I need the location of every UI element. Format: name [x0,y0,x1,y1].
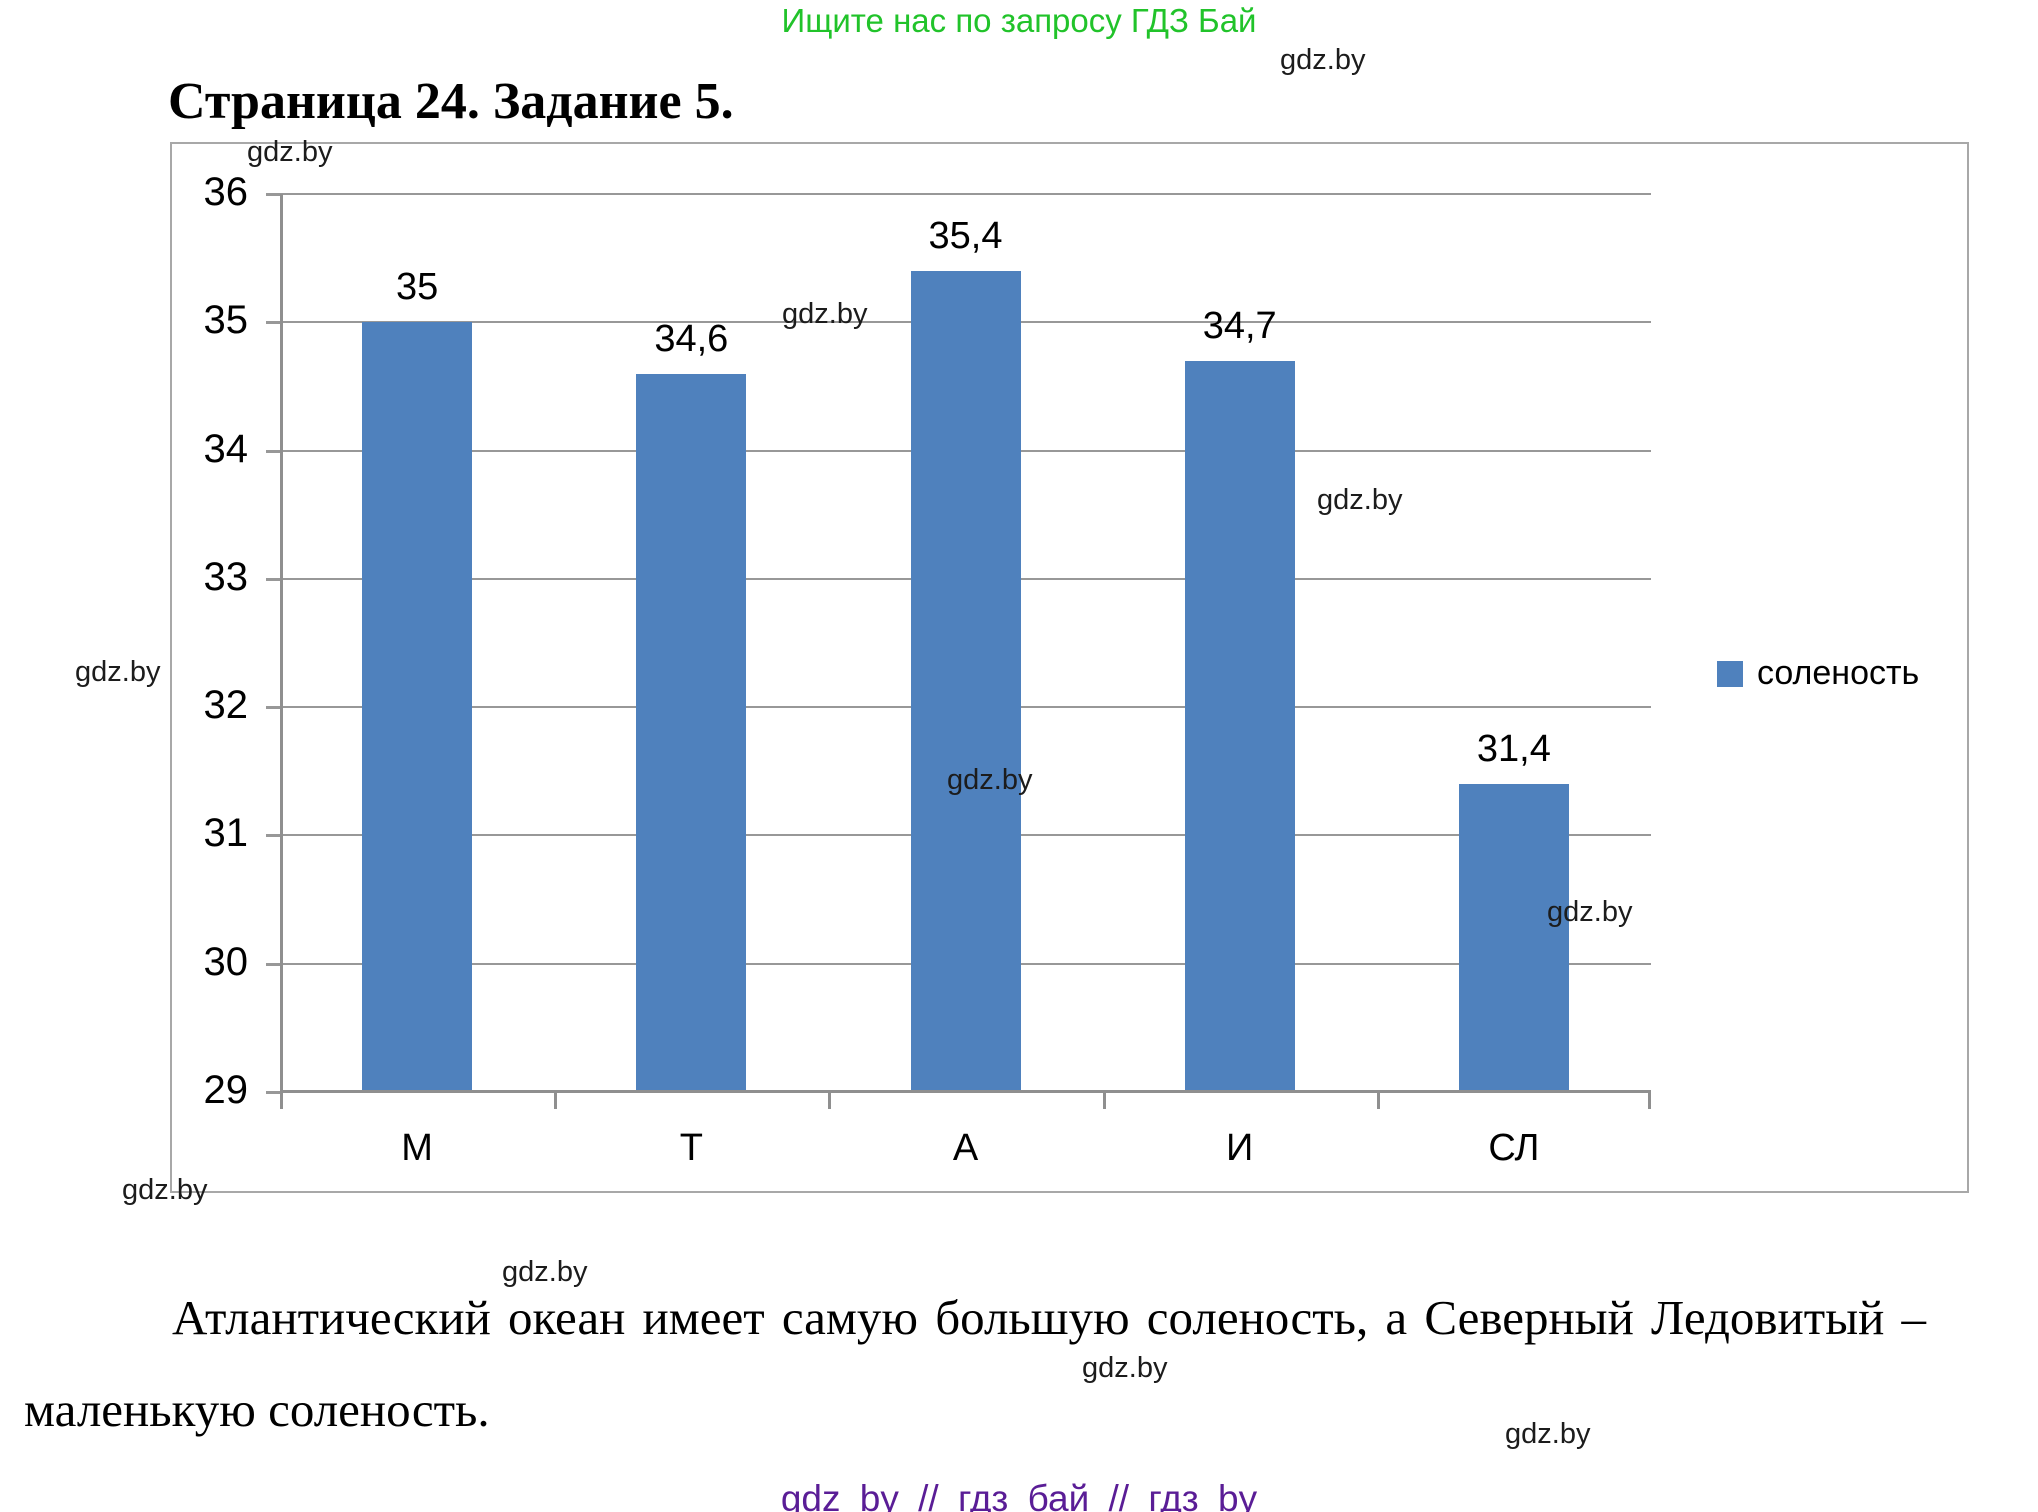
x-axis-label: М [401,1127,433,1169]
legend-label: соленость [1757,654,1920,692]
page-title: Страница 24. Задание 5. [168,73,734,130]
y-tick-mark [266,577,280,581]
y-axis-label: 30 [203,939,249,984]
y-axis-label: 35 [203,298,249,343]
bar [1184,360,1295,1092]
bar-value-label: 34,6 [654,317,729,360]
bar-value-label: 35,4 [928,214,1003,257]
x-axis-line [280,1090,1651,1093]
gdz-watermark: gdz.by [502,1256,588,1288]
bar [636,373,747,1092]
legend: соленость [1717,654,1919,693]
y-axis-label: 32 [203,683,249,728]
y-tick-mark [266,321,280,325]
legend-swatch [1717,660,1743,687]
gdz-watermark: gdz.by [1547,896,1633,928]
bar [910,270,1021,1092]
y-tick-mark [266,834,280,838]
gdz-watermark: gdz.by [1280,44,1366,76]
gdz-watermark: gdz.by [1317,484,1403,516]
x-tick-mark [1376,1092,1380,1109]
gdz-watermark: gdz.by [1505,1418,1591,1450]
conclusion-text: Атлантический океан имеет самую большую … [24,1290,1926,1437]
y-tick-mark [266,1091,280,1094]
gdz-watermark: gdz.by [122,1174,208,1206]
bar-value-label: 35 [395,266,439,309]
plot-area: 35 34,6 35,4 34,7 31,4 [266,193,1651,1109]
y-tick-mark [266,449,280,453]
y-tick-mark [266,193,280,196]
x-axis-label: И [1226,1127,1254,1169]
x-tick-mark [1102,1092,1106,1109]
x-tick-mark [1648,1092,1651,1109]
bar [1458,784,1569,1092]
y-tick-mark [266,962,280,966]
y-axis-line [280,194,283,1109]
site-promo-text: Ищите нас по запросу ГДЗ Бай [781,2,1257,39]
y-axis-label: 29 [203,1068,249,1112]
gdz-watermark: gdz.by [947,764,1033,796]
y-tick-mark [266,706,280,710]
x-axis-label: А [952,1127,979,1169]
gridline [280,193,1651,195]
bar-value-label: 31,4 [1476,728,1551,771]
gdz-watermark: gdz.by [782,298,868,330]
chart: 35 34,6 35,4 34,7 31,4 36 35 34 33 32 31 30 29 М Т А И… [170,142,1969,1193]
footer-links: gdz by // гдз бай // гдз by [780,1478,1258,1512]
y-axis-label: 33 [203,554,249,599]
gdz-watermark: gdz.by [247,136,333,168]
y-axis-label: 31 [203,811,249,856]
y-axis-label: 36 [203,170,249,214]
gdz-watermark: gdz.by [1082,1352,1168,1384]
x-axis-label: Т [679,1127,703,1169]
x-axis-label: СЛ [1488,1127,1540,1169]
bar [362,322,473,1092]
y-axis-label: 34 [203,426,249,471]
bar-value-label: 34,7 [1202,304,1277,347]
x-tick-mark [554,1092,558,1109]
gdz-watermark: gdz.by [75,656,161,688]
x-tick-mark [828,1092,832,1109]
